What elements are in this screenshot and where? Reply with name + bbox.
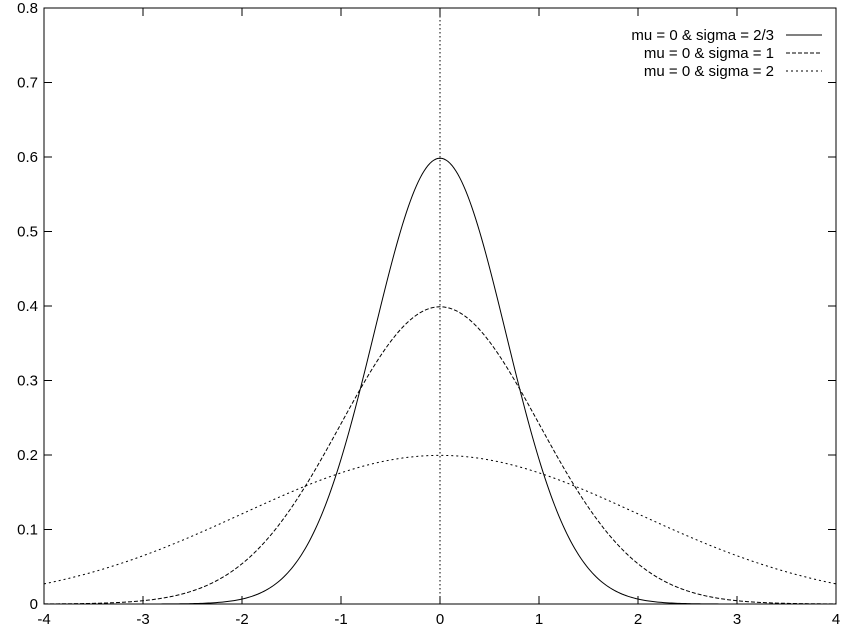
series-line-2 bbox=[43, 306, 837, 605]
x-tick-label: 1 bbox=[535, 611, 543, 628]
legend-label: mu = 0 & sigma = 1 bbox=[644, 45, 774, 62]
x-tick-label: -3 bbox=[136, 611, 149, 628]
x-tick-label: -2 bbox=[235, 611, 248, 628]
y-tick-label: 0.8 bbox=[17, 0, 38, 17]
y-tick-label: 0 bbox=[30, 596, 38, 613]
x-tick-label: 4 bbox=[832, 611, 840, 628]
x-tick-label: 2 bbox=[634, 611, 642, 628]
y-tick-label: 0.3 bbox=[17, 373, 38, 390]
legend-label: mu = 0 & sigma = 2 bbox=[644, 63, 774, 80]
y-tick-label: 0.6 bbox=[17, 149, 38, 166]
legend-label: mu = 0 & sigma = 2/3 bbox=[631, 27, 774, 44]
x-tick-label: 3 bbox=[733, 611, 741, 628]
y-tick-label: 0.5 bbox=[17, 224, 38, 241]
x-tick-label: -1 bbox=[334, 611, 347, 628]
x-tick-label: -4 bbox=[37, 611, 50, 628]
axis-ticks bbox=[43, 7, 837, 605]
series-line-1 bbox=[44, 157, 836, 605]
x-tick-label: 0 bbox=[436, 611, 444, 628]
y-tick-label: 0.1 bbox=[17, 522, 38, 539]
y-tick-label: 0.2 bbox=[17, 447, 38, 464]
legend: mu = 0 & sigma = 2/3mu = 0 & sigma = 1mu… bbox=[631, 27, 822, 80]
y-tick-label: 0.7 bbox=[17, 75, 38, 92]
axis-tick-labels: -4 -3 -2 -1 0 1 2 3 4 0 0.1 0.2 0.3 0.4 0.5 0.6 0.7 0.8 bbox=[17, 0, 840, 628]
y-tick-label: 0.4 bbox=[17, 298, 38, 315]
series-lines bbox=[43, 157, 837, 605]
